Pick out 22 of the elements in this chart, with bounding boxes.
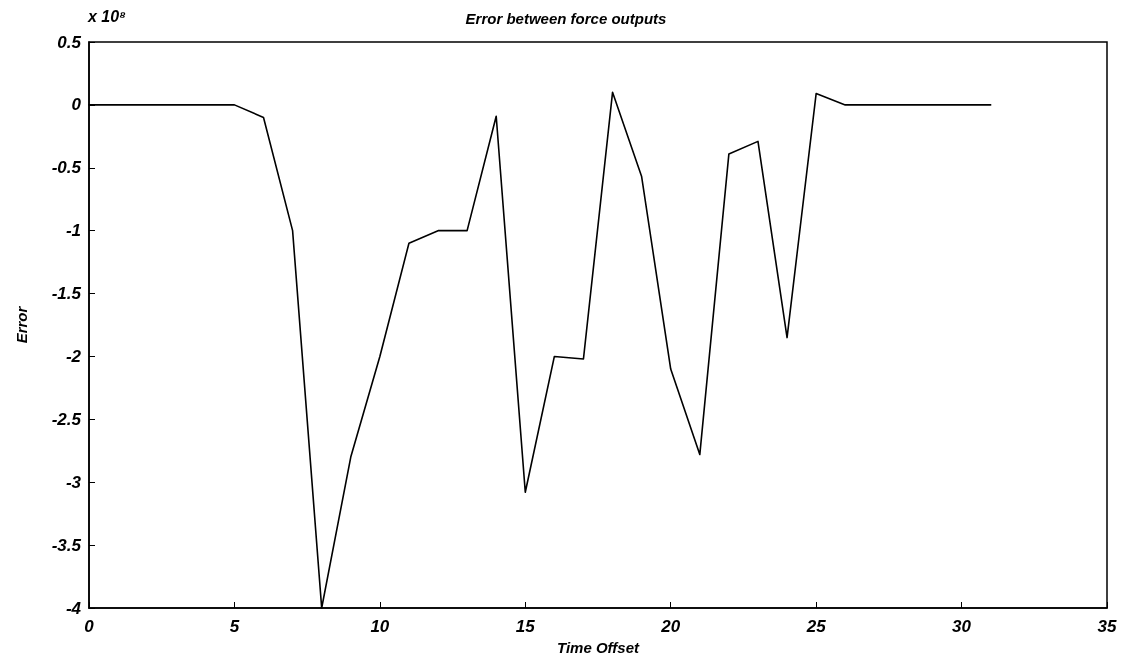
y-tick-label: -2.5 [51,409,82,429]
y-tick-label: -1.5 [51,284,82,304]
y-tick-label: -0.5 [51,158,82,178]
y-axis-title: Error [13,305,30,344]
y-tick-label: 0 [71,95,82,115]
x-tick-label: 20 [660,617,681,636]
x-axis-title: Time Offset [557,638,640,656]
x-tick-label: 5 [229,617,240,636]
y-tick-label: 0.5 [57,32,82,52]
y-tick-label: -2 [65,346,82,366]
y-tick-label: -3 [65,472,82,492]
text: x 10⁸ [87,7,126,25]
x-tick-label: 0 [84,617,95,636]
y-tick-label: -4 [65,598,82,618]
x-tick-label: 15 [515,617,536,636]
y-tick-label: -1 [65,221,81,241]
y-tick-label: -3.5 [51,535,82,555]
x-tick-label: 10 [370,617,390,636]
x-tick-label: 30 [952,617,972,636]
x-tick-label: 35 [1097,617,1117,636]
chart-title: Error between force outputs [465,10,667,27]
x-tick-label: 25 [805,617,827,636]
